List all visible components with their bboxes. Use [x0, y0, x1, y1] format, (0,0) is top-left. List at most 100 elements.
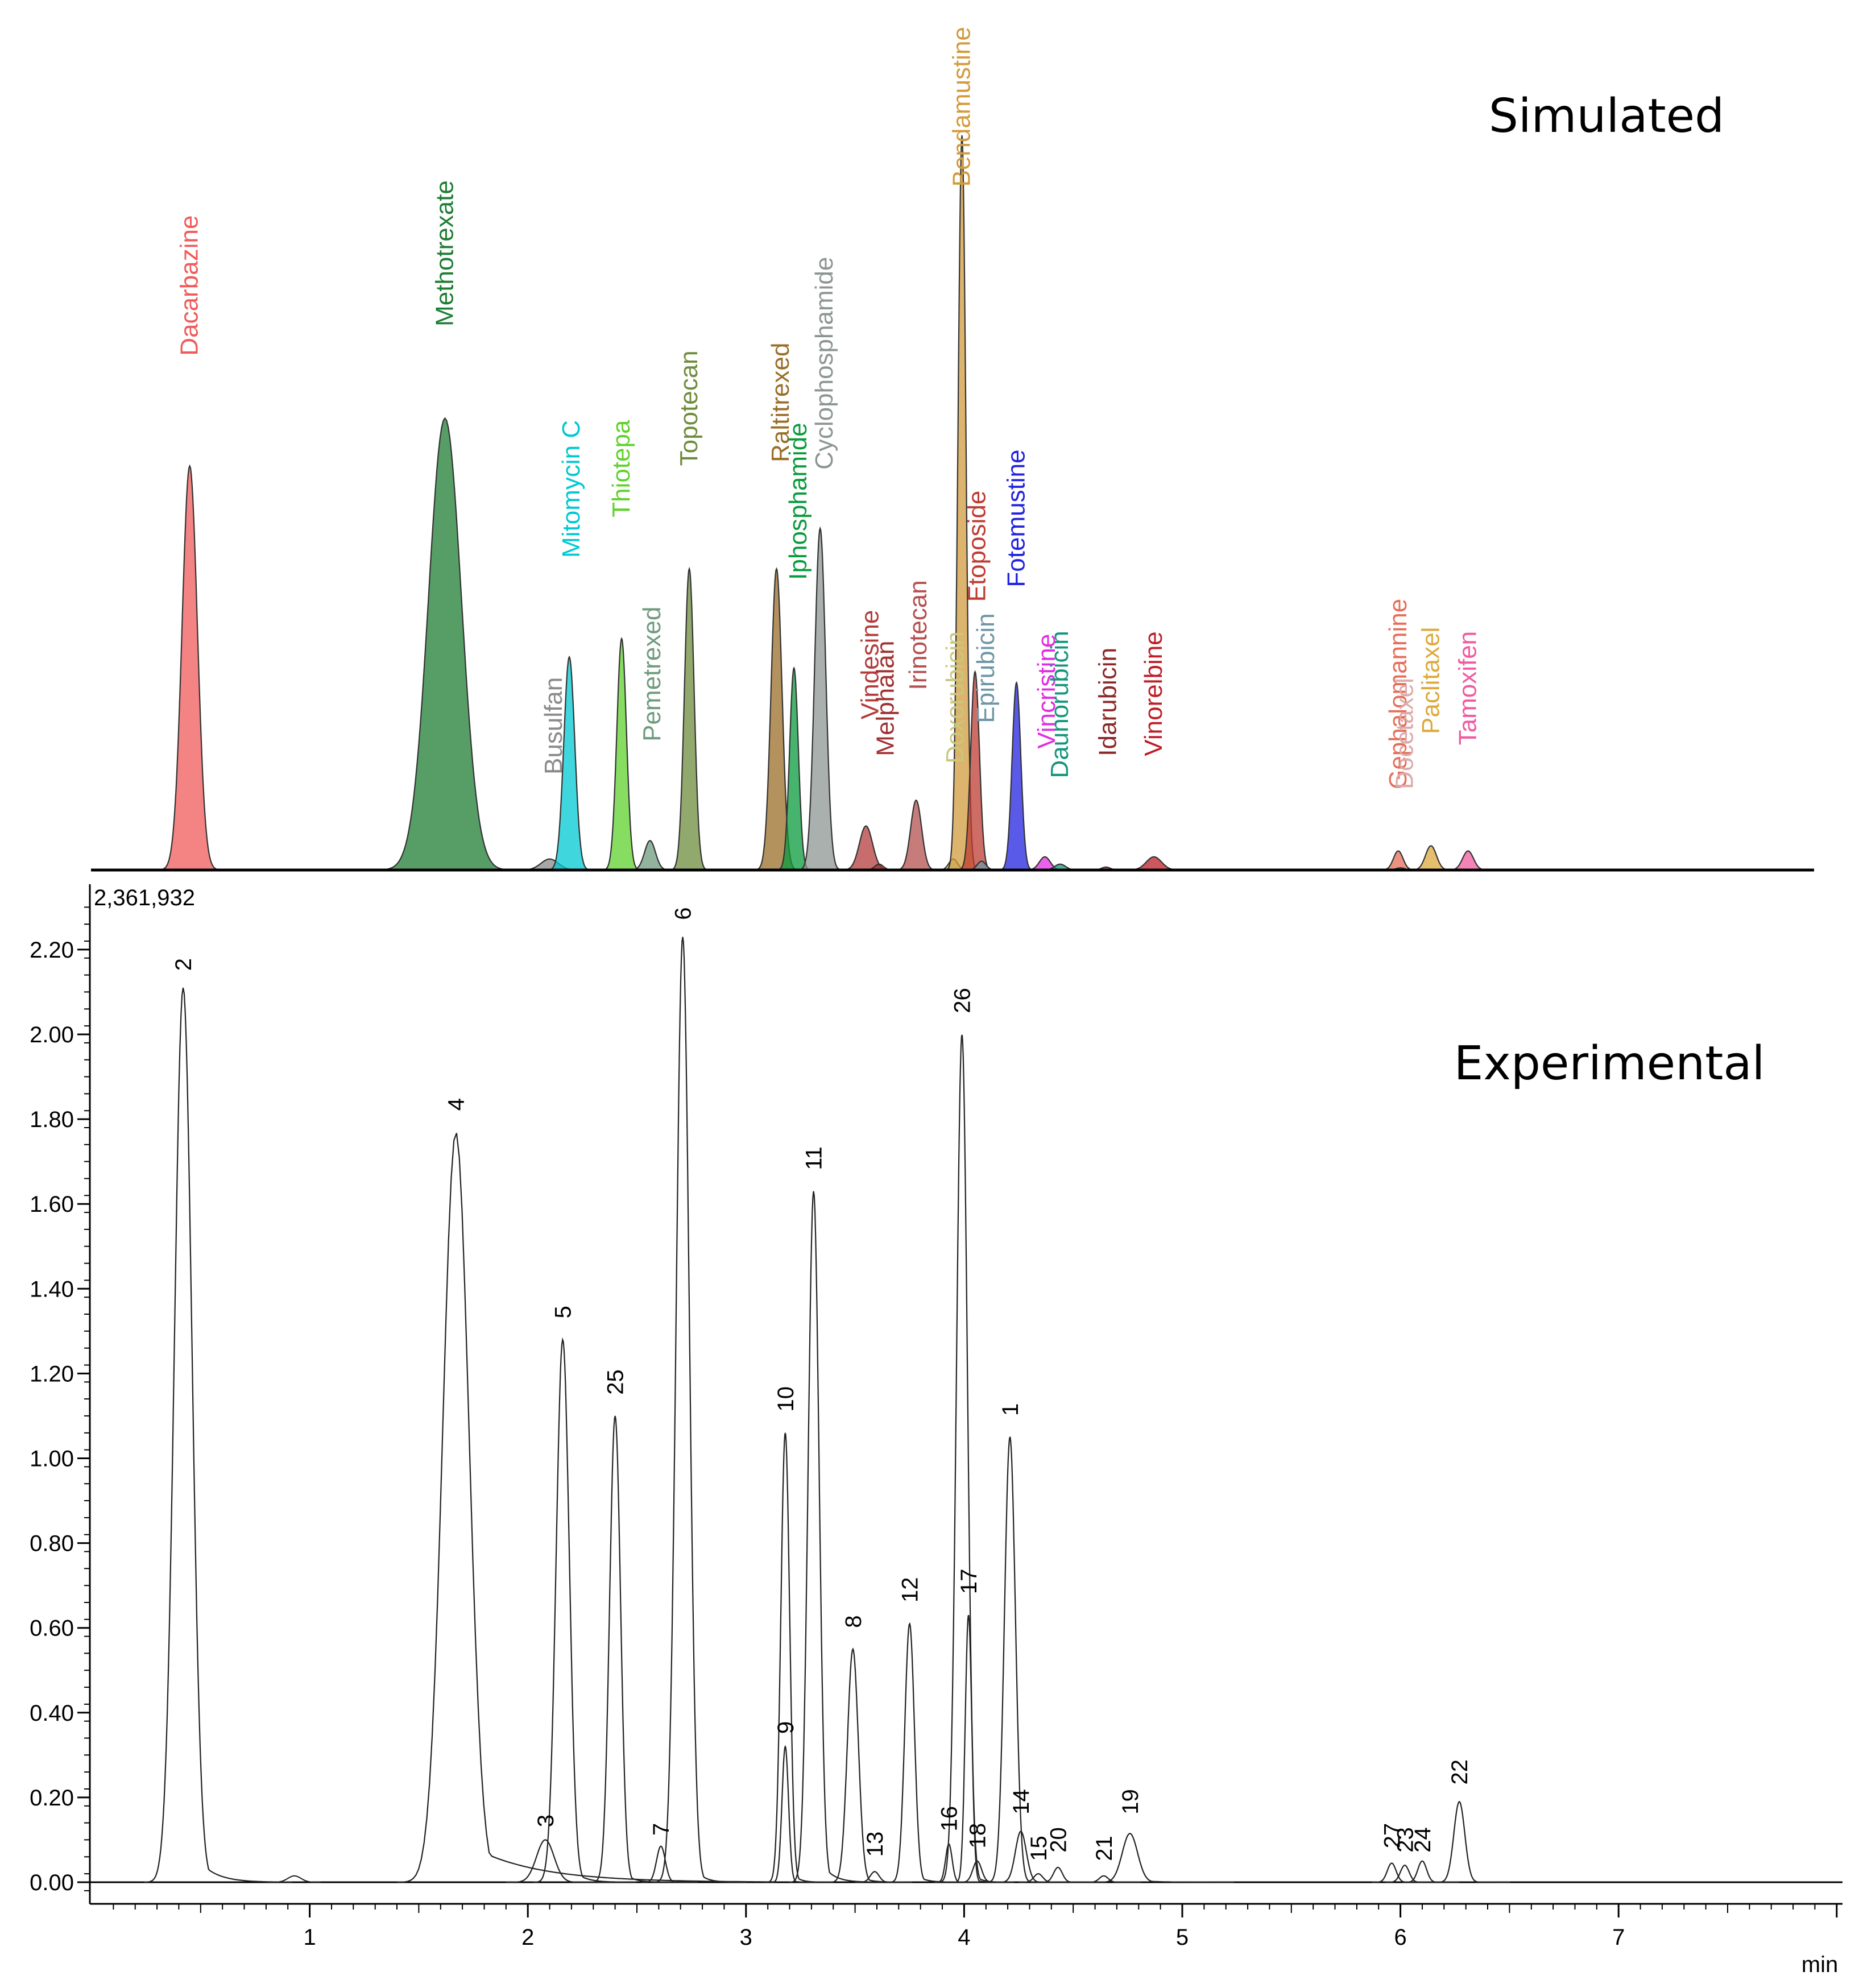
label-bendamustine: Bendamustine	[948, 27, 976, 187]
peak-number-label: 23	[1393, 1827, 1418, 1853]
y-tick-label: 1.60	[30, 1192, 74, 1217]
label-vincristine: Vincristine	[1033, 634, 1061, 749]
experimental-panel: 0.00 0.20 0.40 0.60 0.80 1.00 1.20 1.40 1.60 1.80…	[30, 884, 1843, 1977]
trace-peak-6	[653, 937, 747, 1883]
label-daunorubicin: Daunorubicin	[1046, 631, 1074, 778]
peak-number-label: 22	[1447, 1759, 1472, 1785]
label-topotecan: Topotecan	[675, 350, 703, 466]
trace-peak-7	[641, 1845, 698, 1883]
peak-mitomycin-c	[547, 655, 591, 871]
y-tick-label: 1.80	[30, 1107, 74, 1132]
y-tick-label: 1.00	[30, 1447, 74, 1472]
label-methotrexate: Methotrexate	[430, 180, 458, 326]
trace-peak-21	[1084, 1875, 1141, 1883]
peak-number-label: 6	[671, 907, 696, 920]
peak-number-label: 15	[1026, 1836, 1051, 1861]
label-iphosphamide: Iphosphamide	[784, 423, 812, 579]
y-tick-label: 1.20	[30, 1361, 74, 1386]
trace-peak-4	[397, 1133, 777, 1883]
peak-number-label: 18	[965, 1823, 990, 1849]
trace-peak-10	[765, 1432, 831, 1883]
trace-peak-26	[937, 1034, 1013, 1883]
peak-number-label: 11	[802, 1146, 827, 1170]
label-vindesine: Vindesine	[856, 610, 884, 719]
peak-number-label: 24	[1410, 1827, 1435, 1853]
peak-number-label: 14	[1009, 1789, 1034, 1815]
y-tick-label: 0.40	[30, 1701, 74, 1726]
peak-cyclophosphamide	[798, 526, 842, 871]
label-melphalan: Melphalan	[871, 641, 899, 756]
label-thiotepa: Thiotepa	[607, 420, 635, 517]
peak-number-label: 25	[603, 1369, 628, 1395]
trace-bump-0	[268, 1875, 321, 1883]
peak-number-label: 9	[773, 1721, 798, 1734]
x-axis-label: min	[1802, 1952, 1838, 1977]
label-mitomycin-c: Mitomycin C	[557, 420, 585, 558]
peak-fotemustine	[999, 681, 1034, 871]
peak-number-label: 26	[950, 988, 975, 1013]
trace-peak-2	[144, 987, 292, 1883]
label-busulfan: Busulfan	[540, 677, 568, 775]
peak-number-label: 8	[841, 1615, 866, 1627]
trace-peak-24	[1402, 1860, 1460, 1883]
y-tick-label: 1.40	[30, 1277, 74, 1302]
peak-number-label: 17	[957, 1569, 982, 1594]
label-irinotecan: Irinotecan	[904, 580, 932, 690]
simulated-peak-labels: Dacarbazine Methotrexate Busulfan Mitomycin…	[176, 27, 1482, 789]
trace-peak-11	[789, 1191, 882, 1883]
y-tick-label: 0.00	[30, 1870, 74, 1895]
x-tick-label: 7	[1612, 1925, 1625, 1950]
label-raltitrexed: Raltitrexed	[767, 343, 794, 462]
label-docetaxel: Docetaxel	[1390, 678, 1418, 789]
peak-number-label: 20	[1046, 1827, 1071, 1853]
peak-number-label: 1	[998, 1403, 1023, 1416]
label-doxorubicin: Doxorubicin	[941, 631, 969, 763]
peak-number-label: 5	[551, 1306, 576, 1318]
x-tick-label: 2	[521, 1925, 534, 1950]
label-paclitaxel: Paclitaxel	[1417, 627, 1444, 734]
peak-number-label: 2	[171, 958, 196, 971]
simulated-title: Simulated	[1489, 89, 1724, 143]
label-gephalomannine: Gephalomannine	[1384, 599, 1412, 789]
x-tick-label: 3	[740, 1925, 752, 1950]
x-tick-label: 4	[958, 1925, 970, 1950]
peak-number-label: 12	[898, 1577, 923, 1603]
simulated-peaks	[159, 135, 1490, 871]
label-cyclophosphamide: Cyclophosphamide	[810, 257, 838, 470]
label-fotemustine: Fotemustine	[1003, 449, 1030, 587]
label-pemetrexed: Pemetrexed	[638, 607, 666, 742]
peak-number-label: 19	[1118, 1789, 1143, 1815]
trace-peak-5	[533, 1337, 636, 1883]
x-tick-label: 1	[303, 1925, 316, 1950]
trace-peak-22	[1435, 1801, 1510, 1883]
y-tick-label: 0.20	[30, 1786, 74, 1811]
peak-number-label: 21	[1092, 1836, 1117, 1861]
peak-number-label: 13	[863, 1832, 888, 1857]
peak-irinotecan	[894, 800, 938, 871]
trace-peak-13	[855, 1871, 912, 1883]
peak-number-label: 3	[533, 1815, 558, 1827]
y-tick-label: 2.00	[30, 1022, 74, 1047]
label-etoposide: Etoposide	[963, 491, 991, 602]
label-tamoxifen: Tamoxifen	[1454, 631, 1482, 746]
peak-topotecan	[670, 566, 709, 871]
y-tick-label: 0.60	[30, 1616, 74, 1641]
y-tick-label: 0.80	[30, 1531, 74, 1556]
peak-methotrexate	[379, 417, 511, 871]
experimental-trace	[144, 937, 1510, 1883]
peak-number-label: 4	[444, 1098, 469, 1111]
label-dacarbazine: Dacarbazine	[176, 216, 204, 356]
x-tick-label: 6	[1394, 1925, 1406, 1950]
trace-peak-25	[590, 1415, 675, 1883]
trace-peak-12	[888, 1622, 966, 1883]
simulated-panel: Dacarbazine Methotrexate Busulfan Mitomycin…	[91, 27, 1814, 872]
x-tick-label: 5	[1176, 1925, 1189, 1950]
peak-number-label: 16	[937, 1806, 962, 1832]
label-idarubicin: Idarubicin	[1094, 648, 1122, 756]
label-epirubicin: Epirubicin	[972, 613, 1000, 723]
peak-thiotepa	[602, 637, 641, 871]
y-max-annotation: 2,361,932	[94, 885, 195, 910]
label-vinorelbine: Vinorelbine	[1140, 631, 1167, 756]
